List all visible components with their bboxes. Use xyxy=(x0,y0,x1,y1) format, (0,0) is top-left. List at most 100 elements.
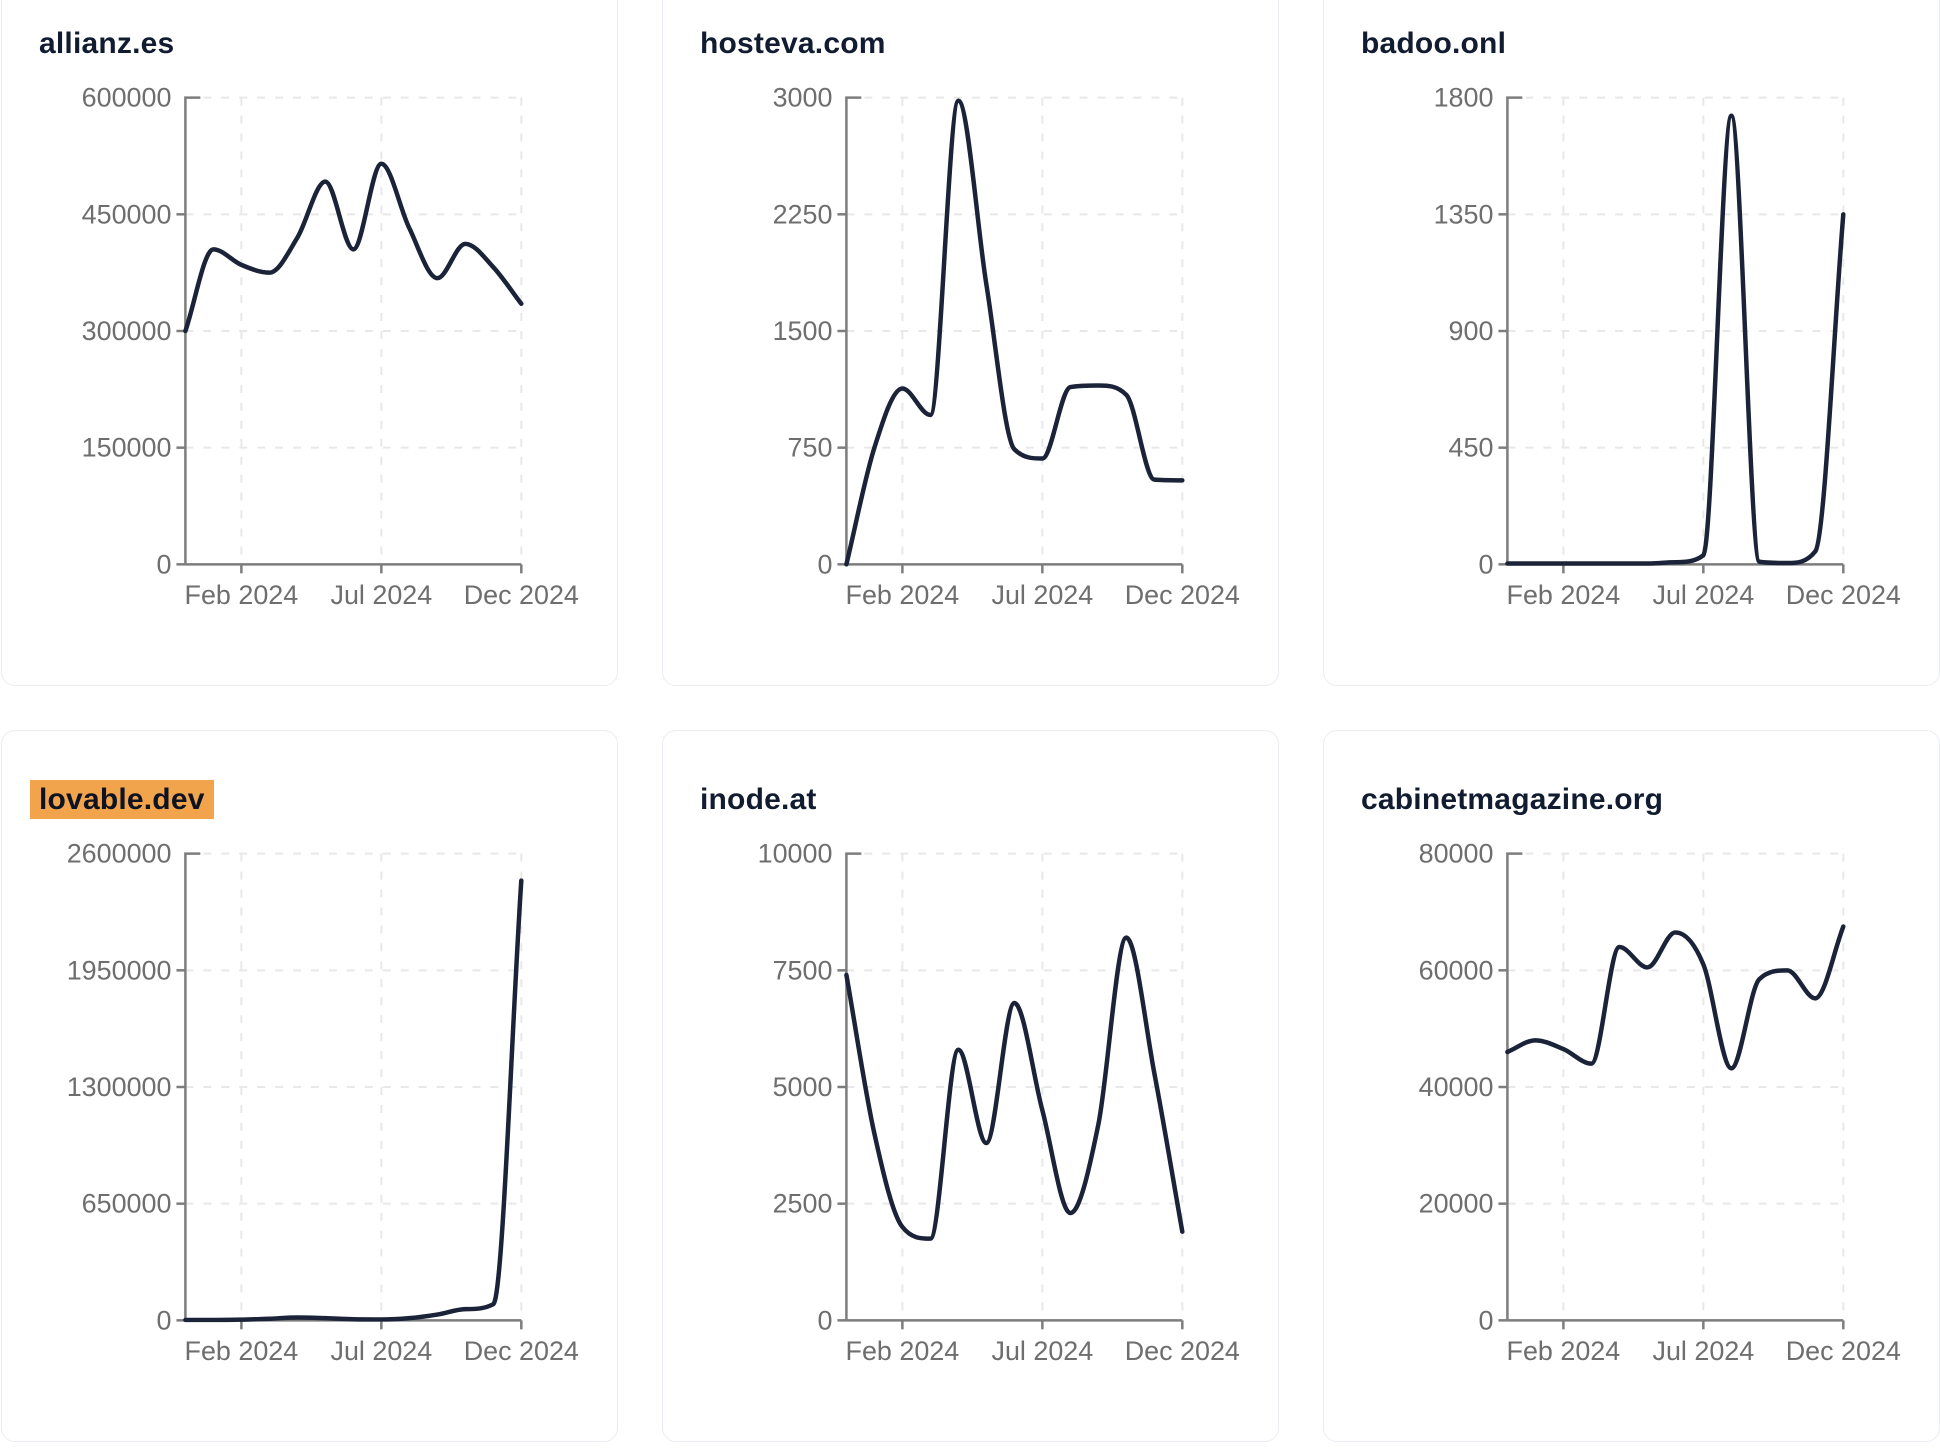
svg-text:450000: 450000 xyxy=(82,199,172,229)
svg-text:Feb 2024: Feb 2024 xyxy=(846,580,960,610)
svg-text:750: 750 xyxy=(788,433,833,463)
svg-text:10000: 10000 xyxy=(758,839,833,869)
svg-text:650000: 650000 xyxy=(82,1189,172,1219)
line-series xyxy=(844,98,1185,567)
svg-text:Feb 2024: Feb 2024 xyxy=(1507,1336,1621,1366)
y-axis xyxy=(184,852,201,1321)
domain-card-hosteva-com: hosteva.com 0 750 1500 2250 3000 Feb 2024 Jul … xyxy=(662,0,1279,686)
svg-text:Dec 2024: Dec 2024 xyxy=(1786,580,1901,610)
y-tick-labels: 0 450 900 1350 1800 xyxy=(1434,83,1494,580)
y-tick-labels: 0 150000 300000 450000 600000 xyxy=(82,83,172,580)
domain-card-inode-at: inode.at 0 2500 5000 7500 10000 Feb 2024 Jul 2… xyxy=(662,730,1279,1442)
domain-card-badoo-onl: badoo.onl 0 450 900 1350 1800 Feb 2024 Jul 202… xyxy=(1323,0,1940,686)
svg-text:0: 0 xyxy=(817,549,832,579)
axes xyxy=(176,852,523,1330)
svg-text:0: 0 xyxy=(156,1305,171,1335)
svg-text:600000: 600000 xyxy=(82,83,172,113)
traffic-line-chart: 0 2500 5000 7500 10000 Feb 2024 Jul 2024 Dec 20… xyxy=(758,839,1240,1367)
svg-text:450: 450 xyxy=(1449,433,1494,463)
svg-text:150000: 150000 xyxy=(82,433,172,463)
svg-text:Jul 2024: Jul 2024 xyxy=(991,1336,1093,1366)
line-series xyxy=(183,878,524,1323)
y-tick-labels: 0 750 1500 2250 3000 xyxy=(773,83,833,580)
gridlines xyxy=(185,96,523,565)
svg-text:Dec 2024: Dec 2024 xyxy=(464,1336,579,1366)
gridlines xyxy=(1507,96,1845,565)
svg-text:Feb 2024: Feb 2024 xyxy=(185,1336,299,1366)
domain-card-cabinetmagazine-org: cabinetmagazine.org 0 20000 40000 60000 8000… xyxy=(1323,730,1940,1442)
traffic-line-chart: 0 650000 1300000 1950000 2600000 Feb 2024 Jul … xyxy=(67,839,579,1367)
svg-text:1950000: 1950000 xyxy=(67,955,172,985)
y-tick-labels: 0 650000 1300000 1950000 2600000 xyxy=(67,839,172,1336)
domain-title-text-highlighted: lovable.dev xyxy=(30,780,214,819)
svg-text:Jul 2024: Jul 2024 xyxy=(330,1336,432,1366)
svg-text:3000: 3000 xyxy=(773,83,833,113)
svg-text:2600000: 2600000 xyxy=(67,839,172,869)
svg-text:Feb 2024: Feb 2024 xyxy=(1507,580,1621,610)
svg-text:2500: 2500 xyxy=(773,1189,833,1219)
svg-text:Feb 2024: Feb 2024 xyxy=(185,580,299,610)
gridlines xyxy=(846,852,1184,1321)
svg-text:0: 0 xyxy=(156,549,171,579)
y-axis xyxy=(845,96,862,565)
line-series xyxy=(1505,924,1846,1071)
gridlines xyxy=(185,852,523,1321)
y-axis xyxy=(1506,852,1523,1321)
svg-text:60000: 60000 xyxy=(1419,955,1494,985)
axes xyxy=(1498,96,1845,574)
line-series xyxy=(1505,113,1846,566)
domain-title-text: allianz.es xyxy=(39,27,175,60)
domain-card-lovable-dev: lovable.dev 0 650000 1300000 1950000 2600000… xyxy=(1,730,618,1442)
traffic-line-chart: 0 20000 40000 60000 80000 Feb 2024 Jul 2024 Dec… xyxy=(1419,839,1901,1367)
svg-text:Jul 2024: Jul 2024 xyxy=(991,580,1093,610)
svg-text:20000: 20000 xyxy=(1419,1189,1494,1219)
line-series xyxy=(844,935,1185,1241)
domain-title: inode.at xyxy=(700,783,817,818)
svg-text:1500: 1500 xyxy=(773,316,833,346)
svg-text:0: 0 xyxy=(1478,549,1493,579)
svg-text:Dec 2024: Dec 2024 xyxy=(1125,580,1240,610)
domain-title-text: hosteva.com xyxy=(700,27,886,60)
line-series xyxy=(183,161,524,334)
y-axis xyxy=(1506,96,1523,565)
domain-title-text: inode.at xyxy=(700,783,817,816)
svg-text:40000: 40000 xyxy=(1419,1072,1494,1102)
domain-title-text: cabinetmagazine.org xyxy=(1361,783,1664,816)
y-tick-labels: 0 2500 5000 7500 10000 xyxy=(758,839,833,1336)
svg-text:Dec 2024: Dec 2024 xyxy=(1786,1336,1901,1366)
svg-text:0: 0 xyxy=(1478,1305,1493,1335)
domain-title: badoo.onl xyxy=(1361,27,1506,62)
domain-title: allianz.es xyxy=(39,27,174,62)
svg-text:2250: 2250 xyxy=(773,199,833,229)
traffic-line-chart: 0 150000 300000 450000 600000 Feb 2024 Jul 202… xyxy=(82,83,579,611)
traffic-line-chart: 0 450 900 1350 1800 Feb 2024 Jul 2024 Dec 2024 xyxy=(1434,83,1901,611)
axes xyxy=(837,852,1184,1330)
svg-text:Feb 2024: Feb 2024 xyxy=(846,1336,960,1366)
y-tick-labels: 0 20000 40000 60000 80000 xyxy=(1419,839,1494,1336)
svg-text:5000: 5000 xyxy=(773,1072,833,1102)
svg-text:Jul 2024: Jul 2024 xyxy=(330,580,432,610)
axes xyxy=(1498,852,1845,1330)
x-tick-labels: Feb 2024 Jul 2024 Dec 2024 xyxy=(1507,1336,1901,1366)
svg-text:Dec 2024: Dec 2024 xyxy=(1125,1336,1240,1366)
axes xyxy=(176,96,523,574)
x-tick-labels: Feb 2024 Jul 2024 Dec 2024 xyxy=(846,580,1240,610)
svg-text:Jul 2024: Jul 2024 xyxy=(1652,1336,1754,1366)
svg-text:Jul 2024: Jul 2024 xyxy=(1652,580,1754,610)
x-tick-labels: Feb 2024 Jul 2024 Dec 2024 xyxy=(185,1336,579,1366)
x-tick-labels: Feb 2024 Jul 2024 Dec 2024 xyxy=(1507,580,1901,610)
svg-text:1300000: 1300000 xyxy=(67,1072,172,1102)
svg-text:7500: 7500 xyxy=(773,955,833,985)
axes xyxy=(837,96,1184,574)
svg-text:900: 900 xyxy=(1449,316,1494,346)
domain-card-allianz-es: allianz.es 0 150000 300000 450000 600000 Feb … xyxy=(1,0,618,686)
gridlines xyxy=(846,96,1184,565)
x-tick-labels: Feb 2024 Jul 2024 Dec 2024 xyxy=(846,1336,1240,1366)
svg-text:1800: 1800 xyxy=(1434,83,1494,113)
domain-title-text: badoo.onl xyxy=(1361,27,1507,60)
domain-title: lovable.dev xyxy=(30,780,214,819)
svg-text:80000: 80000 xyxy=(1419,839,1494,869)
svg-text:1350: 1350 xyxy=(1434,199,1494,229)
traffic-line-chart: 0 750 1500 2250 3000 Feb 2024 Jul 2024 Dec 2024 xyxy=(773,83,1240,611)
